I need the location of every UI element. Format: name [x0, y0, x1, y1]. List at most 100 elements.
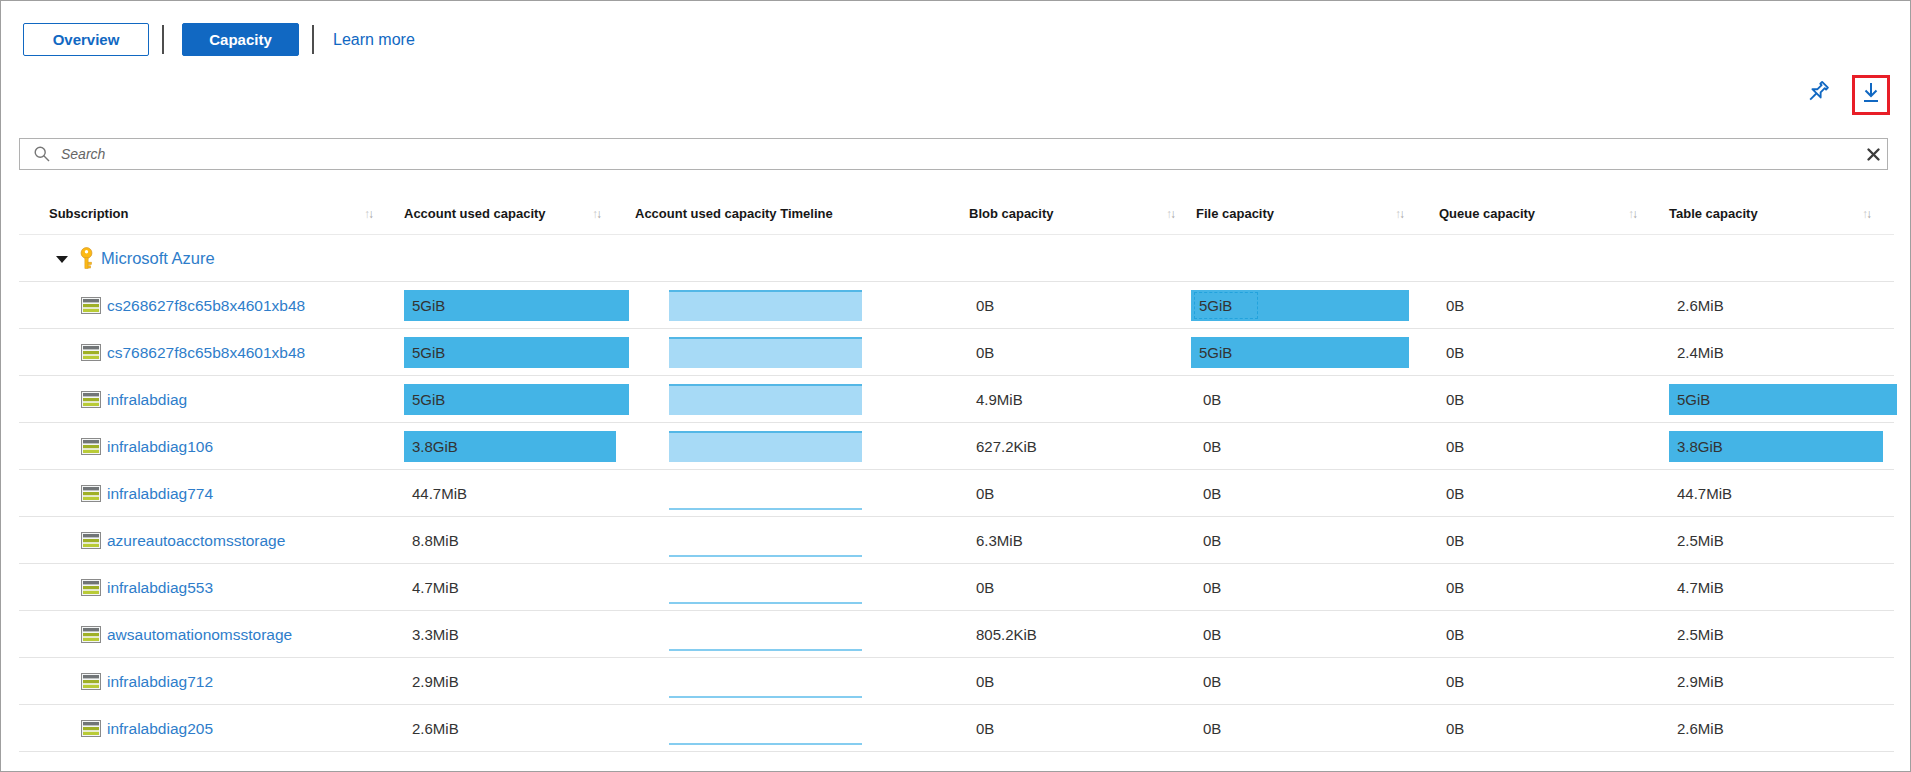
blob-capacity-value: 0B — [976, 282, 994, 329]
queue-capacity-value: 0B — [1446, 376, 1464, 423]
account-used-capacity-value: 5GiB — [412, 376, 445, 423]
search-bar — [19, 138, 1888, 170]
capacity-timeline-line-chart — [669, 743, 862, 745]
column-header-account-used-capacity[interactable]: Account used capacity — [404, 193, 546, 235]
storage-account-icon — [81, 485, 101, 506]
capacity-timeline-area-chart — [669, 290, 862, 321]
clear-x-icon — [1866, 147, 1881, 162]
queue-capacity-value: 0B — [1446, 329, 1464, 376]
table-row[interactable]: infralabdiag77444.7MiB0B0B0B44.7MiB — [19, 470, 1894, 517]
cell-focus-outline — [1194, 292, 1258, 319]
table-row[interactable]: cs768627f8c65b8x4601xb485GiB0B5GiB0B2.4M… — [19, 329, 1894, 376]
storage-account-link[interactable]: infralabdiag106 — [107, 423, 213, 470]
column-header-blob-capacity[interactable]: Blob capacity — [969, 193, 1054, 235]
table-row[interactable]: azureautoacctomsstorage8.8MiB6.3MiB0B0B2… — [19, 517, 1894, 564]
capacity-button[interactable]: Capacity — [182, 23, 299, 56]
storage-account-icon — [81, 532, 101, 553]
toolbar-divider — [312, 25, 314, 54]
search-input[interactable] — [61, 140, 1847, 168]
queue-capacity-value: 0B — [1446, 705, 1464, 752]
overview-button[interactable]: Overview — [23, 23, 149, 56]
capacity-timeline-line-chart — [669, 649, 862, 651]
pin-icon — [1804, 79, 1832, 111]
storage-account-link[interactable]: infralabdiag205 — [107, 705, 213, 752]
account-used-capacity-value: 2.6MiB — [412, 705, 459, 752]
toolbar-divider — [162, 25, 164, 54]
storage-account-link[interactable]: awsautomationomsstorage — [107, 611, 292, 658]
collapse-triangle-icon[interactable] — [56, 256, 68, 263]
table-row[interactable]: infralabdiag2052.6MiB0B0B0B2.6MiB — [19, 705, 1894, 752]
storage-account-link[interactable]: azureautoacctomsstorage — [107, 517, 285, 564]
file-capacity-value: 0B — [1203, 705, 1221, 752]
capacity-timeline-line-chart — [669, 508, 862, 510]
table-capacity-value: 2.5MiB — [1677, 517, 1724, 564]
column-header-table-capacity[interactable]: Table capacity — [1669, 193, 1758, 235]
storage-account-link[interactable]: infralabdiag774 — [107, 470, 213, 517]
file-capacity-value: 0B — [1203, 658, 1221, 705]
download-button[interactable] — [1852, 75, 1890, 115]
column-header-file-capacity[interactable]: File capacity — [1196, 193, 1274, 235]
table-row[interactable]: awsautomationomsstorage3.3MiB805.2KiB0B0… — [19, 611, 1894, 658]
storage-account-icon — [81, 720, 101, 741]
account-used-capacity-value: 3.8GiB — [412, 423, 458, 470]
download-icon — [1859, 80, 1883, 110]
queue-capacity-value: 0B — [1446, 611, 1464, 658]
queue-capacity-value: 0B — [1446, 564, 1464, 611]
table-capacity-value: 2.4MiB — [1677, 329, 1724, 376]
table-capacity-value: 2.9MiB — [1677, 658, 1724, 705]
table-row[interactable]: infralabdiag5534.7MiB0B0B0B4.7MiB — [19, 564, 1894, 611]
storage-account-icon — [81, 344, 101, 365]
search-icon — [33, 145, 51, 163]
blob-capacity-value: 4.9MiB — [976, 376, 1023, 423]
storage-account-link[interactable]: cs268627f8c65b8x4601xb48 — [107, 282, 305, 329]
column-header-queue-capacity[interactable]: Queue capacity — [1439, 193, 1535, 235]
clear-search-button[interactable] — [1847, 139, 1887, 169]
sort-icon[interactable]: ↑↓ — [1395, 193, 1403, 235]
storage-account-link[interactable]: infralabdiag553 — [107, 564, 213, 611]
queue-capacity-value: 0B — [1446, 658, 1464, 705]
capacity-timeline-area-chart — [669, 384, 862, 415]
subscription-group-row[interactable]: Microsoft Azure — [19, 235, 1894, 282]
column-header-account-used-capacity-timeline[interactable]: Account used capacity Timeline — [635, 193, 833, 235]
blob-capacity-value: 0B — [976, 329, 994, 376]
file-capacity-value: 5GiB — [1199, 329, 1232, 376]
sort-icon[interactable]: ↑↓ — [592, 193, 600, 235]
sort-icon[interactable]: ↑↓ — [364, 193, 372, 235]
learn-more-link[interactable]: Learn more — [333, 23, 415, 56]
blob-capacity-value: 0B — [976, 705, 994, 752]
table-capacity-value: 4.7MiB — [1677, 564, 1724, 611]
capacity-timeline-line-chart — [669, 555, 862, 557]
file-capacity-value: 0B — [1203, 376, 1221, 423]
table-row[interactable]: cs268627f8c65b8x4601xb485GiB0B5GiB0B2.6M… — [19, 282, 1894, 329]
sort-icon[interactable]: ↑↓ — [1862, 193, 1870, 235]
file-capacity-value: 0B — [1203, 517, 1221, 564]
account-used-capacity-value: 5GiB — [412, 282, 445, 329]
table-row[interactable]: infralabdiag1063.8GiB627.2KiB0B0B3.8GiB — [19, 423, 1894, 470]
storage-account-link[interactable]: infralabdiag712 — [107, 658, 213, 705]
table-row[interactable]: infralabdiag5GiB4.9MiB0B0B5GiB — [19, 376, 1894, 423]
capacity-timeline-area-chart — [669, 431, 862, 462]
table-capacity-value: 44.7MiB — [1677, 470, 1732, 517]
capacity-timeline-line-chart — [669, 602, 862, 604]
storage-account-link[interactable]: cs768627f8c65b8x4601xb48 — [107, 329, 305, 376]
storage-account-icon — [81, 579, 101, 600]
file-capacity-value: 0B — [1203, 470, 1221, 517]
storage-account-link[interactable]: infralabdiag — [107, 376, 187, 423]
subscription-key-icon — [79, 247, 94, 274]
sort-icon[interactable]: ↑↓ — [1166, 193, 1174, 235]
table-capacity-value: 3.8GiB — [1677, 423, 1723, 470]
subscription-group-label[interactable]: Microsoft Azure — [101, 235, 215, 282]
pin-button[interactable] — [1801, 79, 1835, 111]
storage-account-icon — [81, 297, 101, 318]
capacity-widget: Overview Capacity Learn more — [0, 0, 1911, 772]
account-used-capacity-value: 2.9MiB — [412, 658, 459, 705]
storage-account-icon — [81, 673, 101, 694]
storage-account-icon — [81, 438, 101, 459]
column-header-subscription[interactable]: Subscription — [49, 193, 128, 235]
table-capacity-value: 2.5MiB — [1677, 611, 1724, 658]
sort-icon[interactable]: ↑↓ — [1628, 193, 1636, 235]
table-capacity-value: 2.6MiB — [1677, 282, 1724, 329]
table-row[interactable]: infralabdiag7122.9MiB0B0B0B2.9MiB — [19, 658, 1894, 705]
blob-capacity-value: 805.2KiB — [976, 611, 1037, 658]
queue-capacity-value: 0B — [1446, 423, 1464, 470]
